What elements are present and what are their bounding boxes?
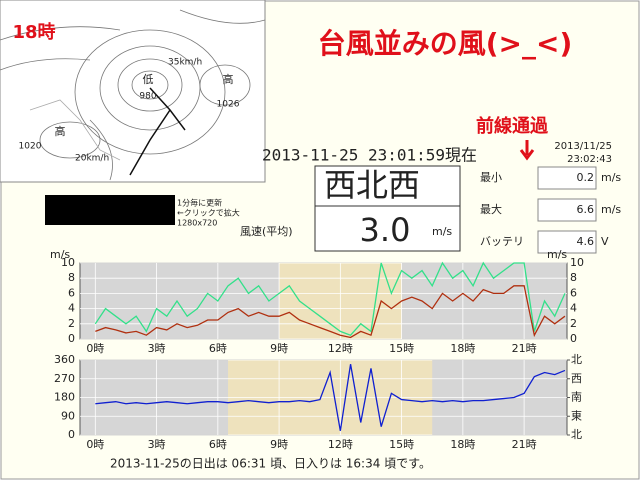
map-label: 20km/h — [75, 154, 109, 164]
speed-caption: 風速(平均) — [240, 225, 293, 238]
stat-value: 0.2 — [577, 171, 595, 184]
wind-direction: 西北西 — [324, 166, 420, 204]
x-tick-label: 0時 — [86, 438, 104, 451]
x-tick-label: 15時 — [389, 342, 414, 355]
y-tick-label: 10 — [61, 256, 75, 269]
direction-box — [314, 165, 461, 207]
y-tick-label: 10 — [570, 256, 584, 269]
x-tick-label: 9時 — [270, 342, 288, 355]
stat-box — [537, 166, 597, 190]
map-label: 980 — [139, 92, 156, 102]
y-tick-label: 6 — [68, 286, 75, 299]
y-tick-label: 180 — [54, 391, 75, 404]
speed-box — [314, 205, 461, 252]
y-tick-label: 4 — [570, 302, 577, 315]
clock-time: 23:02:43 — [567, 154, 612, 165]
y2-tick-label: 北 — [571, 428, 582, 441]
annotation-arrow — [519, 140, 535, 161]
stat-box — [537, 198, 597, 222]
y-tick-label: 360 — [54, 353, 75, 366]
clock-date: 2013/11/25 — [554, 141, 612, 152]
footer: 2013-11-25の日出は 06:31 頃、日入りは 16:34 頃です。 — [110, 457, 431, 471]
y-tick-label: 8 — [68, 271, 75, 284]
stat-value: 6.6 — [577, 203, 595, 216]
x-tick-label: 0時 — [86, 342, 104, 355]
map-note: 1280x720 — [177, 219, 217, 228]
y-axis-label: m/s — [547, 248, 567, 261]
y-tick-label: 90 — [61, 409, 75, 422]
y2-tick-label: 東 — [571, 409, 582, 422]
x-tick-label: 18時 — [450, 342, 475, 355]
wind-unit: m/s — [432, 225, 452, 238]
y-tick-label: 4 — [68, 302, 75, 315]
x-tick-label: 6時 — [209, 438, 227, 451]
map-label: 低 — [143, 73, 154, 86]
map-label: 1026 — [217, 100, 240, 110]
stat-unit: V — [601, 235, 609, 248]
y-tick-label: 0 — [68, 428, 75, 441]
stat-unit: m/s — [601, 203, 621, 216]
series-line — [95, 364, 566, 431]
x-tick-label: 12時 — [328, 342, 353, 355]
stat-unit: m/s — [601, 171, 621, 184]
y2-tick-label: 西 — [571, 372, 582, 385]
series-line — [94, 261, 566, 336]
y-tick-label: 2 — [68, 317, 75, 330]
y-tick-label: 8 — [570, 271, 577, 284]
weather-map[interactable] — [0, 0, 266, 183]
x-tick-label: 3時 — [148, 342, 166, 355]
map-note: ←クリックで拡大 — [177, 208, 240, 218]
blackout — [45, 195, 175, 225]
y-tick-label: 0 — [68, 332, 75, 345]
x-tick-label: 12時 — [328, 438, 353, 451]
y-tick-label: 0 — [570, 332, 577, 345]
y2-tick-label: 南 — [571, 391, 582, 404]
x-tick-label: 18時 — [450, 438, 475, 451]
stat-value: 4.6 — [577, 235, 595, 248]
map-label: 35km/h — [168, 58, 202, 68]
stat-label: 最小 — [480, 171, 502, 184]
map-label: 高 — [223, 72, 234, 86]
stat-box — [537, 230, 597, 254]
series-line — [95, 285, 566, 339]
y-tick-label: 270 — [54, 372, 75, 385]
annotation: 前線通過 — [476, 115, 549, 137]
x-tick-label: 3時 — [148, 438, 166, 451]
stat-label: バッテリ — [480, 235, 524, 248]
map-label: 高 — [55, 124, 66, 138]
y-axis-label: m/s — [50, 248, 70, 261]
x-tick-label: 9時 — [270, 438, 288, 451]
y-tick-label: 2 — [570, 317, 577, 330]
y-tick-label: 6 — [570, 286, 577, 299]
time-label: 18時 — [12, 22, 55, 43]
stat-label: 最大 — [480, 202, 502, 216]
headline: 台風並みの風(>_<) — [318, 27, 573, 60]
x-tick-label: 6時 — [209, 342, 227, 355]
map-note: 1分毎に更新 — [177, 198, 222, 208]
timestamp: 2013-11-25 23:01:59現在 — [262, 146, 477, 165]
wind-speed: 3.0 — [360, 211, 411, 249]
map-label: 1020 — [19, 142, 42, 152]
x-tick-label: 21時 — [512, 342, 537, 355]
y2-tick-label: 北 — [571, 353, 582, 366]
x-tick-label: 21時 — [512, 438, 537, 451]
x-tick-label: 15時 — [389, 438, 414, 451]
